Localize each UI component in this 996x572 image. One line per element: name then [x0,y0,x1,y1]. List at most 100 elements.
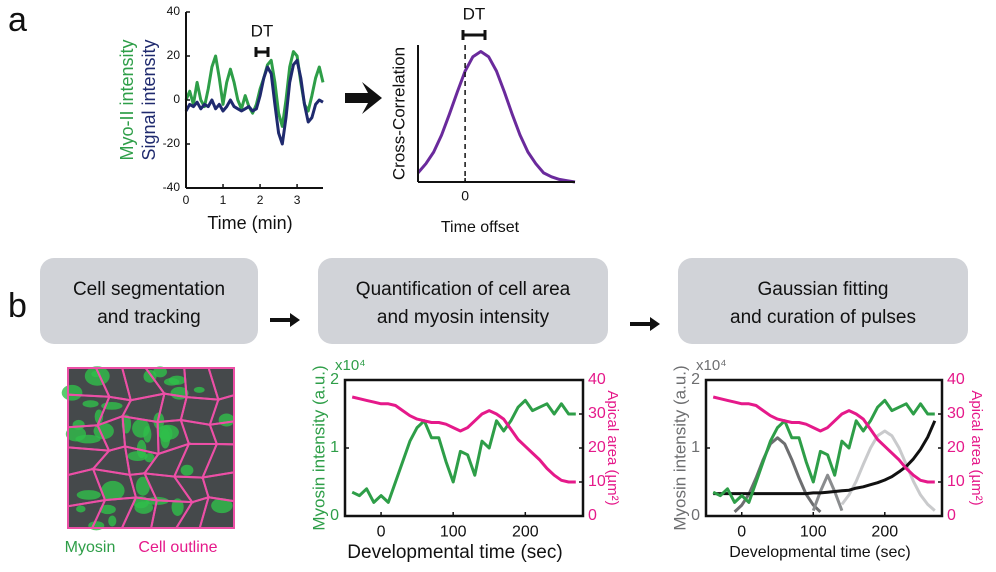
x-tick-label: 0 [461,187,469,203]
annotation: DT [251,21,274,40]
y2-tick-label: 0 [588,507,597,524]
step-box [40,258,258,344]
y-tick-label: 2 [330,371,339,388]
myosin-blob [134,501,154,514]
annotation: DT [463,4,486,23]
x-tick-label: 0 [377,524,386,541]
step-text: and curation of pulses [730,307,916,328]
y-tick-label: 0 [691,507,700,524]
legend-label: Myo-II intensity [117,39,137,160]
y-tick-label: -20 [163,136,181,150]
step-text: Quantification of cell area [356,279,571,300]
annotation-bracket [254,47,270,57]
y2-tick-label: 20 [947,439,965,456]
y-axis-label: Cross-Correlation [389,47,408,180]
annotation-bracket [461,30,487,40]
series-line [840,429,936,512]
y-tick-label: 1 [330,439,339,456]
arrow [270,313,300,327]
image-label: Cell outline [138,539,217,556]
series-line [811,473,844,512]
step-text: and tracking [97,307,201,328]
myosin-blob [76,505,86,513]
series-line [351,398,576,504]
y-axis-label: Myosin intensity (a.u.) [309,365,328,530]
y-multiplier: x10⁴ [696,357,727,374]
image-label: Myosin [65,539,116,556]
series-line [351,395,576,484]
x-tick-label: 2 [257,193,264,207]
legend-label: Signal intensity [139,39,159,160]
x-tick-label: 1 [220,193,227,207]
series-line [416,50,576,184]
cell-outline [198,496,235,529]
step-box [678,258,968,344]
arrow [345,82,382,114]
series-line [184,58,324,146]
myosin-blob [94,409,104,424]
x-axis-label: Time offset [441,219,520,236]
x-axis-label: Developmental time (sec) [729,544,910,561]
myosin-blob [153,366,167,378]
myosin-blob [101,480,125,501]
x-tick-label: 0 [737,524,746,541]
y2-tick-label: 10 [588,473,606,490]
y2-tick-label: 30 [947,405,965,422]
myosin-blob [160,428,171,449]
panel-label: a [8,1,27,39]
series-line [712,395,935,484]
step-text: Gaussian fitting [758,279,889,300]
step-text: and myosin intensity [377,307,550,328]
y-tick-label: 1 [691,439,700,456]
y-tick-label: 0 [330,507,339,524]
y-tick-label: 2 [691,371,700,388]
myosin-blob [108,515,117,527]
myosin-blob [82,400,99,408]
x-tick-label: 0 [183,193,190,207]
y-tick-label: 20 [167,48,181,62]
y2-axis-label: Apical area (µm²) [968,390,985,505]
myosin-blob [65,426,87,442]
step-box [318,258,608,344]
myosin-blob [76,490,101,500]
myosin-blob [127,451,148,462]
x-tick-label: 3 [294,193,301,207]
x-tick-label: 100 [440,524,467,541]
y2-tick-label: 40 [947,371,965,388]
panel-label: b [8,287,27,325]
y-tick-label: 40 [167,4,181,18]
series-line [713,420,937,496]
cell-image [61,366,235,531]
myosin-blob [180,464,194,476]
y-tick-label: -40 [163,180,181,194]
myosin-blob [99,504,116,515]
series-line [712,398,935,504]
x-tick-label: 200 [512,524,539,541]
step-text: Cell segmentation [73,279,225,300]
arrow [630,317,660,331]
myosin-blob [132,419,150,438]
y-tick-label: 0 [173,92,180,106]
myosin-blob [218,413,235,427]
myosin-blob [61,384,83,401]
y2-tick-label: 0 [947,507,956,524]
y-axis-label: Myosin intensity (a.u.) [670,365,689,530]
y2-axis-label: Apical area (µm²) [604,390,621,505]
y2-tick-label: 30 [588,405,606,422]
x-axis-label: Time (min) [207,213,292,233]
myosin-blob [211,498,233,514]
y2-tick-label: 10 [947,473,965,490]
x-tick-label: 200 [871,524,898,541]
x-axis-label: Developmental time (sec) [347,542,562,563]
x-tick-label: 100 [800,524,827,541]
y2-tick-label: 40 [588,371,606,388]
y-multiplier: x10⁴ [335,357,366,374]
y2-tick-label: 20 [588,439,606,456]
myosin-blob [72,419,85,430]
myosin-blob [193,386,205,393]
myosin-blob [171,498,184,516]
myosin-blob [135,476,150,496]
myosin-blob [163,378,180,386]
